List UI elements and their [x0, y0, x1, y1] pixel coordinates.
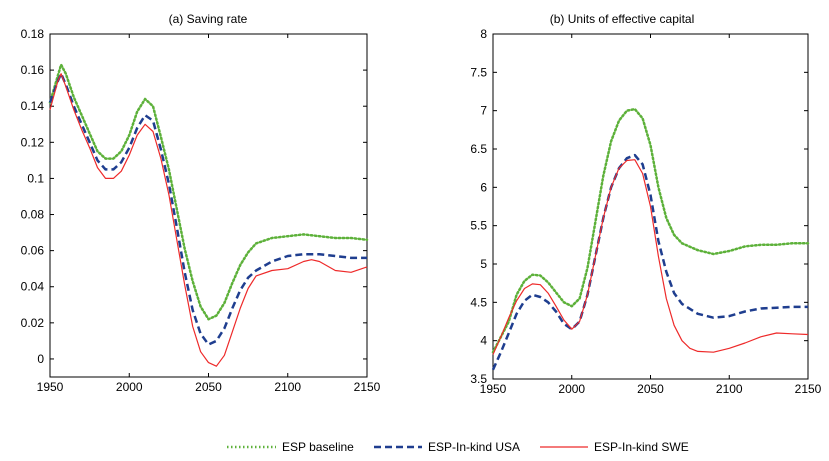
effective-capital-y-tick-label: 7.5	[470, 65, 487, 79]
saving-rate-y-tick-label: 0.08	[21, 208, 45, 222]
effective-capital-y-tick-label: 5	[480, 257, 487, 271]
saving-rate-y-tick-label: 0.06	[21, 244, 45, 258]
effective-capital-y-tick-label: 5.5	[470, 219, 487, 233]
saving-rate-y-tick-label: 0.12	[21, 135, 45, 149]
saving-rate-y-tick-label: 0.04	[21, 280, 45, 294]
saving-rate-x-tick-label: 1950	[37, 380, 64, 394]
effective-capital-y-tick-label: 4.5	[470, 295, 487, 309]
legend-label-esp-baseline: ESP baseline	[282, 440, 354, 454]
saving-rate-y-tick-label: 0.14	[21, 99, 45, 113]
effective-capital-panel: (b) Units of effective capital 3.5 4 4.5 5 5…	[470, 12, 821, 396]
legend-label-esp-in-kind-swe: ESP-In-kind SWE	[594, 440, 689, 454]
effective-capital-y-tick-label: 4	[480, 334, 487, 348]
effective-capital-series-esp-in-kind-swe	[492, 159, 809, 355]
saving-rate-y-tick-label: 0.1	[27, 171, 44, 185]
saving-rate-x-tick-label: 2150	[354, 380, 381, 394]
effective-capital-x-tick-label: 2050	[637, 382, 664, 396]
saving-rate-series-esp-in-kind-swe	[49, 73, 368, 367]
effective-capital-y-tick-label: 8	[480, 27, 487, 41]
effective-capital-x-tick-label: 1950	[480, 382, 507, 396]
effective-capital-x-tick-label: 2100	[716, 382, 743, 396]
saving-rate-y-tick-label: 0.16	[21, 63, 45, 77]
legend: ESP baseline ESP-In-kind USA ESP-In-kind…	[227, 440, 689, 454]
effective-capital-y-tick-label: 6.5	[470, 142, 487, 156]
saving-rate-series-esp-in-kind-usa	[48, 72, 367, 346]
saving-rate-x-tick-label: 2100	[274, 380, 301, 394]
saving-rate-panel: (a) Saving rate 0 0.02 0.04 0.06 0.08 0.1 0.12…	[21, 12, 381, 394]
saving-rate-series-esp-baseline	[48, 63, 369, 321]
saving-rate-y-tick-label: 0.18	[21, 27, 45, 41]
effective-capital-y-tick-label: 3.5	[470, 372, 487, 386]
effective-capital-y-tick-label: 6	[480, 180, 487, 194]
saving-rate-title: (a) Saving rate	[169, 12, 248, 26]
saving-rate-x-tick-label: 2050	[195, 380, 222, 394]
effective-capital-x-tick-label: 2150	[795, 382, 822, 396]
saving-rate-x-tick-label: 2000	[116, 380, 143, 394]
effective-capital-y-tick-label: 7	[480, 104, 487, 118]
effective-capital-series-esp-baseline	[491, 107, 810, 354]
effective-capital-x-tick-label: 2000	[558, 382, 585, 396]
saving-rate-plot-frame	[49, 33, 368, 378]
saving-rate-y-tick-label: 0	[37, 352, 44, 366]
effective-capital-title: (b) Units of effective capital	[550, 12, 695, 26]
saving-rate-y-tick-label: 0.02	[21, 316, 45, 330]
legend-label-esp-in-kind-usa: ESP-In-kind USA	[428, 440, 520, 454]
